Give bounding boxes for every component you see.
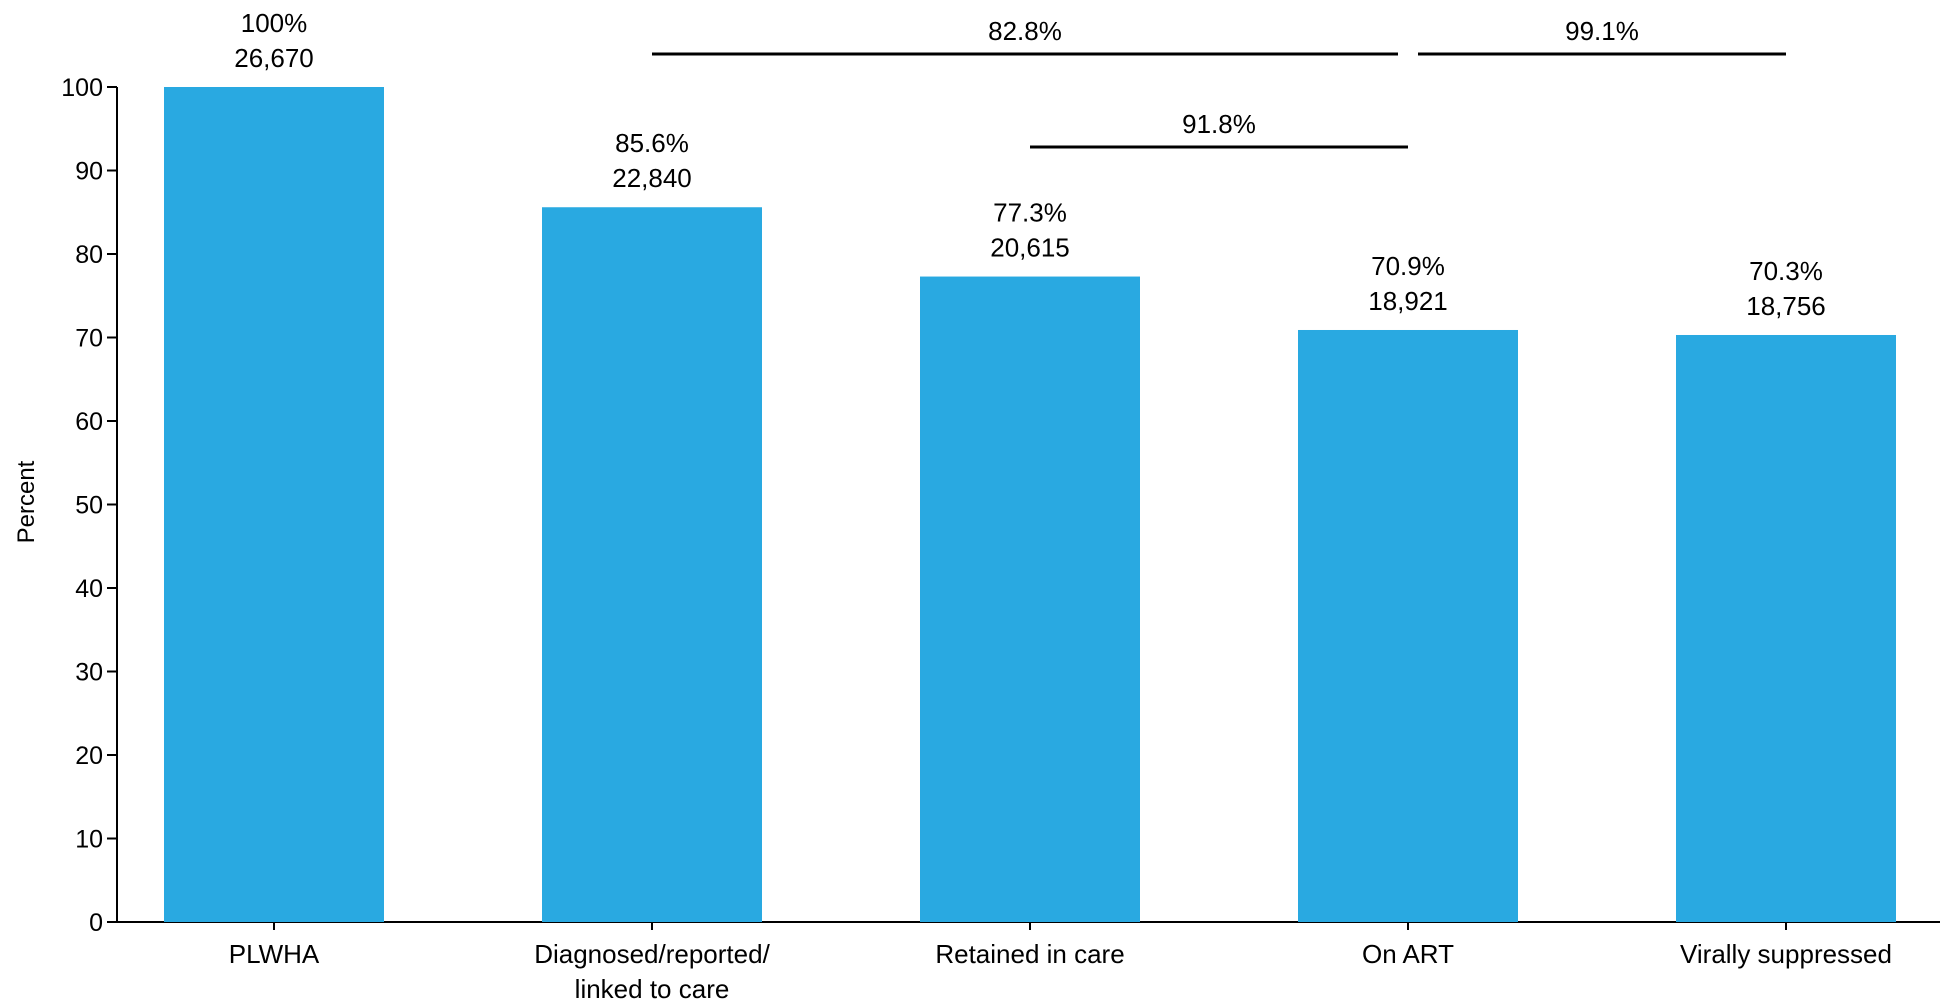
bar bbox=[920, 276, 1140, 922]
bar-count-label: 18,921 bbox=[1368, 286, 1448, 316]
bar bbox=[1676, 334, 1896, 922]
annotation-label: 82.8% bbox=[988, 16, 1062, 46]
bar-count-label: 20,615 bbox=[990, 233, 1070, 263]
y-tick-label: 20 bbox=[75, 742, 103, 770]
x-tick-label: PLWHA bbox=[229, 939, 320, 969]
annotation-label: 99.1% bbox=[1565, 16, 1639, 46]
annotation-label: 91.8% bbox=[1182, 109, 1256, 139]
bar bbox=[1298, 329, 1518, 922]
annotations-layer: 82.8% 99.1% 91.8% bbox=[652, 16, 1786, 149]
y-axis-title: Percent bbox=[13, 460, 40, 543]
bar-percent-label: 70.3% bbox=[1749, 256, 1823, 286]
bars-layer bbox=[164, 87, 1896, 923]
axes-layer: 0 10 20 30 40 50 60 70 80 90 100 PLWHA Diagnosed/rep… bbox=[61, 74, 1940, 1004]
x-tick-label: linked to care bbox=[575, 974, 730, 1003]
y-tick-label: 30 bbox=[75, 659, 103, 687]
x-tick-label: On ART bbox=[1362, 939, 1454, 969]
bar-percent-label: 77.3% bbox=[993, 198, 1067, 228]
x-tick-label: Retained in care bbox=[935, 939, 1124, 969]
y-tick-label: 100 bbox=[61, 74, 103, 102]
y-tick-label: 80 bbox=[75, 241, 103, 269]
bar-percent-label: 85.6% bbox=[615, 128, 689, 158]
x-tick-label: Virally suppressed bbox=[1680, 939, 1892, 969]
bar-count-label: 26,670 bbox=[234, 43, 314, 73]
y-tick-label: 90 bbox=[75, 158, 103, 186]
bar-percent-label: 70.9% bbox=[1371, 251, 1445, 281]
bar-percent-label: 100% bbox=[241, 8, 308, 38]
bar-count-label: 22,840 bbox=[612, 163, 692, 193]
y-tick-label: 70 bbox=[75, 325, 103, 353]
data-labels-layer: 100% 26,670 85.6% 22,840 77.3% 20,615 70.9% 18,… bbox=[234, 8, 1826, 321]
x-tick-label: Diagnosed/reported/ bbox=[534, 939, 770, 969]
y-tick-label: 10 bbox=[75, 826, 103, 854]
bar bbox=[542, 207, 762, 923]
bar bbox=[164, 87, 384, 922]
y-tick-label: 60 bbox=[75, 408, 103, 436]
y-tick-label: 40 bbox=[75, 575, 103, 603]
y-tick-label: 0 bbox=[89, 909, 103, 937]
bar-count-label: 18,756 bbox=[1746, 291, 1826, 321]
y-tick-label: 50 bbox=[75, 492, 103, 520]
